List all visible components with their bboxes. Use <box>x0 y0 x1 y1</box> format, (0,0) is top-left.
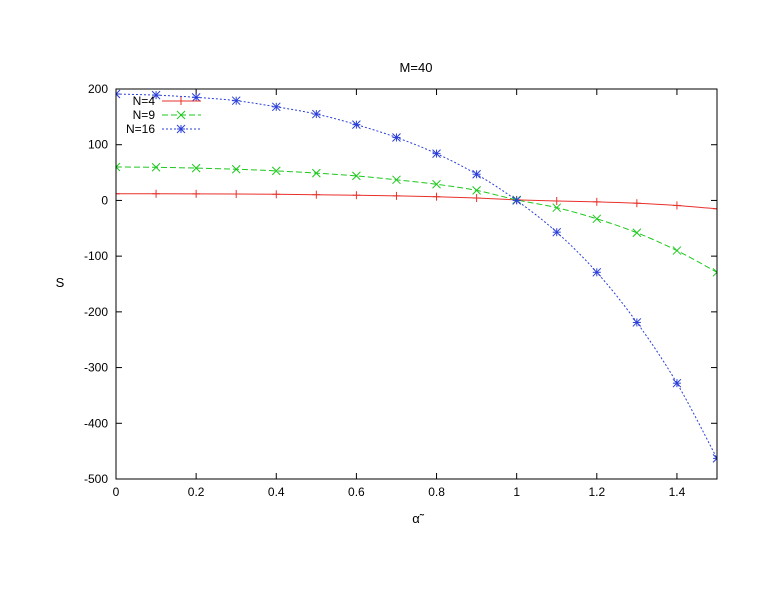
data-point <box>552 196 561 205</box>
data-point <box>592 197 601 206</box>
x-tick-label: 0 <box>113 485 120 499</box>
data-point <box>352 171 361 181</box>
y-tick-label: -500 <box>84 472 108 486</box>
data-point <box>592 267 602 277</box>
legend-label: N=9 <box>133 108 156 122</box>
y-tick-label: -200 <box>84 305 108 319</box>
data-point <box>432 179 441 189</box>
x-tick-label: 0.8 <box>428 485 445 499</box>
y-tick-label: 100 <box>88 138 108 152</box>
data-point <box>592 214 602 224</box>
chart-title: M=40 <box>400 60 433 75</box>
x-tick-label: 0.2 <box>188 485 205 499</box>
x-tick-label: 1.4 <box>669 485 686 499</box>
data-point <box>352 120 361 130</box>
data-point <box>712 267 717 277</box>
y-tick-label: -100 <box>84 249 108 263</box>
legend-marker <box>177 97 185 105</box>
data-point <box>192 189 201 198</box>
y-tick-label: 0 <box>101 193 108 207</box>
tick-labels: 0 0.2 0.4 0.6 0.8 1 1.2 1.4 -500 -400 -300 -200 -100… <box>84 82 686 499</box>
x-tick-label: 1.2 <box>588 485 605 499</box>
data-point <box>632 199 641 208</box>
y-axis-label: S <box>56 275 65 290</box>
y-tick-label: 200 <box>88 82 108 96</box>
legend-label: N=16 <box>126 122 155 136</box>
legend: N=4N=9N=16 <box>126 94 201 136</box>
data-point <box>151 90 161 100</box>
legend-marker <box>176 124 186 134</box>
tick-marks <box>115 88 717 480</box>
legend-label: N=4 <box>133 94 156 108</box>
x-tick-label: 0.4 <box>268 485 285 499</box>
data-point <box>713 204 717 213</box>
data-point <box>231 96 241 106</box>
data-point <box>152 189 161 198</box>
data-point <box>552 203 562 213</box>
data-point <box>312 190 321 199</box>
data-point <box>311 109 321 119</box>
data-point <box>191 93 201 102</box>
data-point <box>472 169 481 179</box>
data-point <box>472 194 481 203</box>
data-point <box>672 246 682 255</box>
data-point <box>272 190 281 199</box>
data-point <box>552 227 562 237</box>
data-point <box>352 191 361 200</box>
series-line-n4 <box>116 193 717 210</box>
data-point <box>231 164 241 174</box>
data-point <box>632 228 642 238</box>
data-point <box>672 201 681 210</box>
data-point <box>712 454 717 463</box>
x-tick-label: 1 <box>513 485 520 499</box>
data-point <box>392 191 401 200</box>
y-tick-label: -400 <box>84 416 108 430</box>
data-point <box>232 190 241 199</box>
data-point <box>116 162 121 172</box>
data-point <box>672 378 682 388</box>
data-point <box>311 168 321 178</box>
plot-frame <box>115 88 718 480</box>
data-point <box>432 149 441 158</box>
data-point <box>191 163 201 173</box>
data-point <box>271 102 281 112</box>
data-point <box>271 166 281 176</box>
y-tick-label: -300 <box>84 361 108 375</box>
data-point <box>392 133 401 142</box>
data-point <box>116 89 121 99</box>
legend-marker <box>176 110 186 120</box>
data-point <box>472 186 481 195</box>
data-point <box>512 196 522 205</box>
data-point <box>151 162 161 172</box>
x-axis-label: α̃ <box>412 511 425 526</box>
x-tick-label: 0.6 <box>348 485 365 499</box>
series-line-n16 <box>116 93 717 459</box>
data-point <box>632 318 642 327</box>
data-point <box>392 175 401 185</box>
data-point <box>432 192 441 201</box>
series-layer <box>116 89 717 463</box>
series-line-n9 <box>116 166 717 273</box>
data-point <box>116 189 120 198</box>
